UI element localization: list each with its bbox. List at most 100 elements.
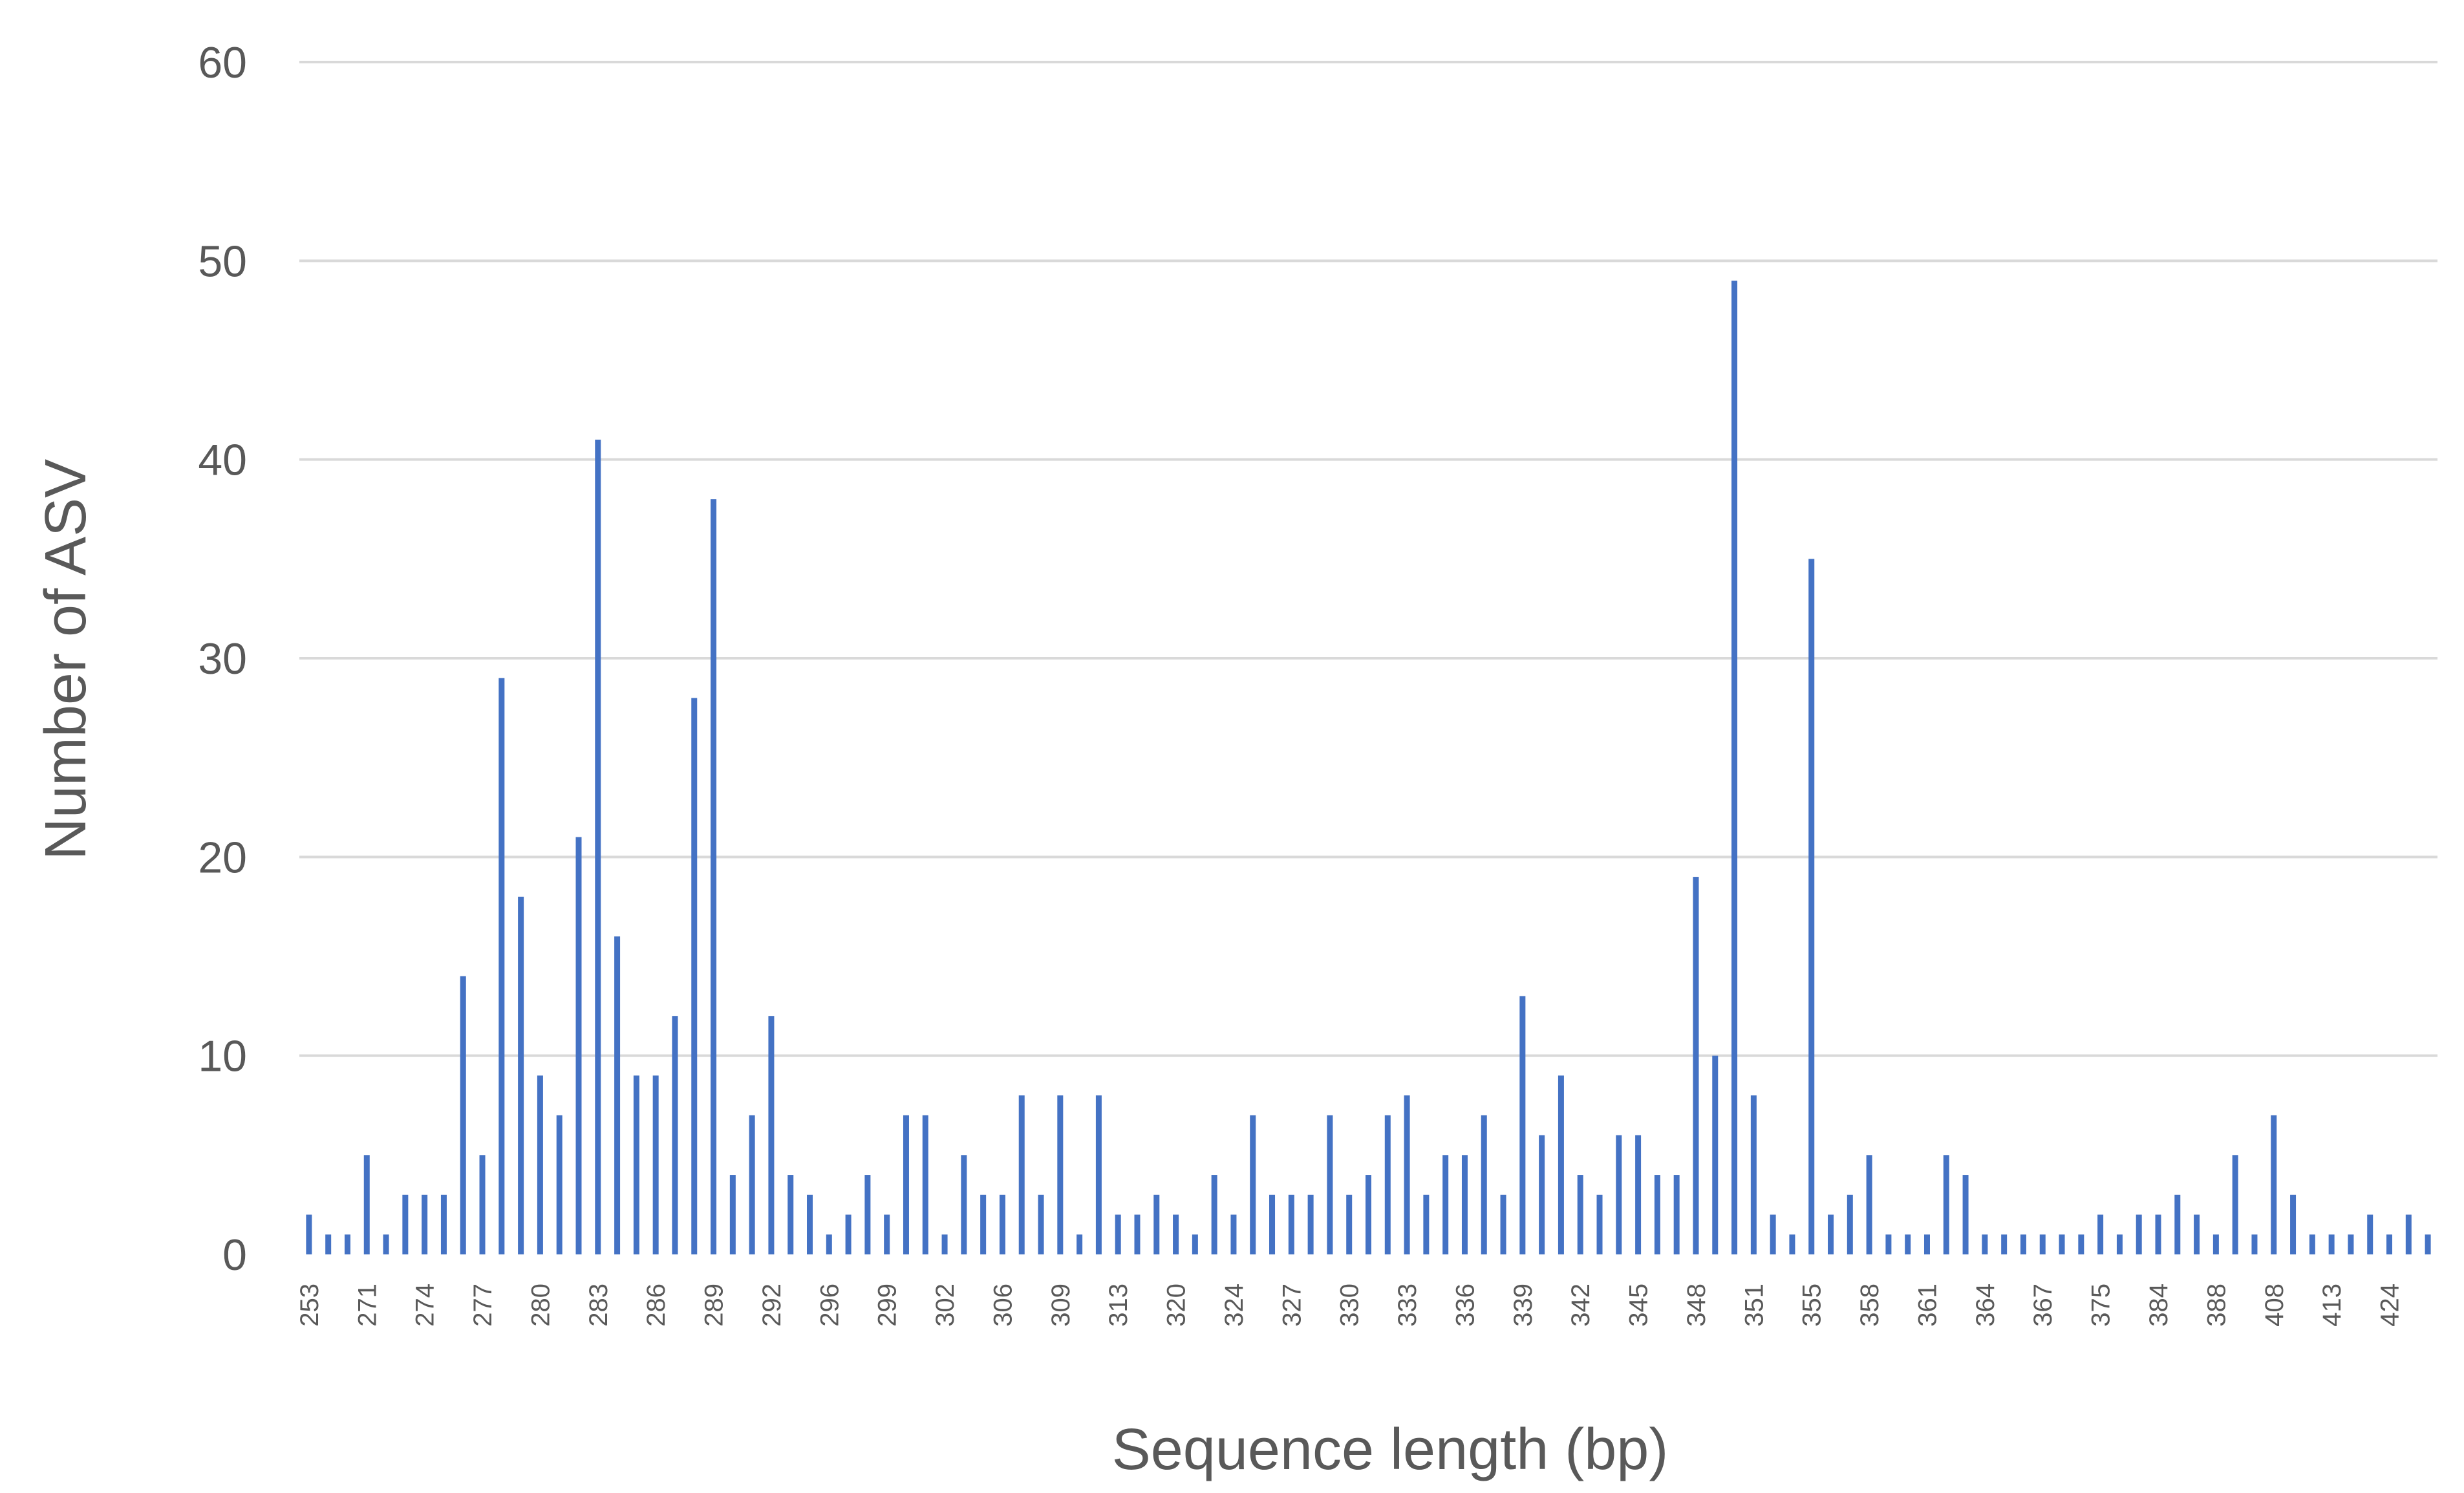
bar <box>1789 1234 1795 1254</box>
bar <box>1808 559 1815 1255</box>
bar <box>1750 1095 1757 1254</box>
bar <box>1288 1194 1294 1254</box>
bar <box>2328 1234 2335 1254</box>
bar <box>1095 1095 1102 1254</box>
bar <box>1442 1155 1449 1254</box>
bar <box>1461 1155 1468 1254</box>
bar <box>999 1194 1005 1254</box>
bar <box>1923 1234 1930 1254</box>
x-tick-label: 351 <box>1740 1284 1768 1327</box>
bar <box>1905 1234 1911 1254</box>
bar <box>344 1234 350 1254</box>
y-axis-title: Number of ASV <box>34 459 98 860</box>
bar <box>1770 1214 1776 1254</box>
x-tick-label: 388 <box>2202 1284 2231 1327</box>
bar <box>1558 1075 1564 1254</box>
bar <box>633 1075 639 1254</box>
x-tick-label: 355 <box>1798 1284 1827 1327</box>
bar <box>1962 1175 1969 1254</box>
bar <box>1519 996 1526 1254</box>
bar <box>1539 1135 1545 1254</box>
bar <box>1481 1115 1487 1254</box>
bar <box>325 1234 332 1254</box>
bar <box>2212 1234 2219 1254</box>
bar <box>2001 1234 2008 1254</box>
bars <box>306 281 2431 1255</box>
bar <box>826 1234 832 1254</box>
x-tick-label: 364 <box>1971 1284 2000 1327</box>
y-tick-label: 40 <box>198 436 247 485</box>
bar <box>1230 1214 1237 1254</box>
x-tick-label: 274 <box>411 1284 440 1327</box>
bar <box>1712 1055 1719 1254</box>
bar <box>2290 1194 2297 1254</box>
x-tick-label: 253 <box>295 1284 324 1327</box>
x-tick-label: 320 <box>1162 1284 1191 1327</box>
bar <box>941 1234 948 1254</box>
bar <box>1731 281 1738 1255</box>
bar <box>1115 1214 1121 1254</box>
bar <box>1982 1234 1988 1254</box>
x-tick-label: 384 <box>2145 1284 2173 1327</box>
x-tick-label: 292 <box>758 1284 786 1327</box>
gridlines <box>299 61 2437 1057</box>
bar <box>1404 1095 1410 1254</box>
bar <box>691 698 698 1254</box>
bar <box>768 1016 775 1254</box>
bar <box>807 1194 813 1254</box>
bar <box>2039 1234 2046 1254</box>
y-tick-label: 30 <box>198 634 247 683</box>
x-tick-label: 339 <box>1509 1284 1537 1327</box>
y-tick-label: 10 <box>198 1032 247 1081</box>
bar <box>1250 1115 1256 1254</box>
bar <box>575 837 582 1254</box>
bar <box>1307 1194 1314 1254</box>
bar <box>729 1175 736 1254</box>
bar <box>1384 1115 1391 1254</box>
x-axis-ticks: 253 271 274 277 280 283 286 289 292 296 299 302 306 3… <box>295 1284 2405 1327</box>
bar <box>1577 1175 1583 1254</box>
x-tick-label: 306 <box>989 1284 1017 1327</box>
bar <box>1134 1214 1141 1254</box>
bar <box>1616 1135 1622 1254</box>
x-tick-label: 286 <box>642 1284 670 1327</box>
bar <box>1173 1214 1179 1254</box>
bar <box>460 976 466 1254</box>
bar <box>1943 1155 1949 1254</box>
bar <box>749 1115 755 1254</box>
bar <box>1057 1095 1064 1254</box>
bar <box>1192 1234 1198 1254</box>
x-tick-label: 342 <box>1567 1284 1595 1327</box>
bar <box>903 1115 909 1254</box>
bar <box>711 499 717 1255</box>
bar <box>2155 1214 2161 1254</box>
x-tick-label: 348 <box>1682 1284 1711 1327</box>
bar <box>2348 1234 2354 1254</box>
x-tick-label: 336 <box>1451 1284 1479 1327</box>
bar <box>595 439 601 1254</box>
bar <box>1885 1234 1892 1254</box>
bar <box>2059 1234 2065 1254</box>
y-tick-label: 50 <box>198 237 247 286</box>
bar <box>2097 1214 2104 1254</box>
x-tick-label: 277 <box>469 1284 497 1327</box>
bar <box>1077 1234 1083 1254</box>
bar <box>479 1155 486 1254</box>
x-tick-label: 309 <box>1047 1284 1075 1327</box>
x-tick-label: 327 <box>1278 1284 1306 1327</box>
x-tick-label: 413 <box>2318 1284 2346 1327</box>
bar <box>1500 1194 1506 1254</box>
bar <box>1038 1194 1044 1254</box>
bar <box>1211 1175 1217 1254</box>
x-tick-label: 324 <box>1220 1284 1248 1327</box>
bar <box>980 1194 987 1254</box>
x-tick-label: 313 <box>1104 1284 1133 1327</box>
bar <box>556 1115 562 1254</box>
bar <box>1269 1194 1276 1254</box>
x-tick-label: 289 <box>700 1284 729 1327</box>
bar <box>422 1194 428 1254</box>
bar <box>2174 1194 2181 1254</box>
bar <box>2309 1234 2315 1254</box>
bar <box>1153 1194 1160 1254</box>
x-tick-label: 358 <box>1856 1284 1884 1327</box>
